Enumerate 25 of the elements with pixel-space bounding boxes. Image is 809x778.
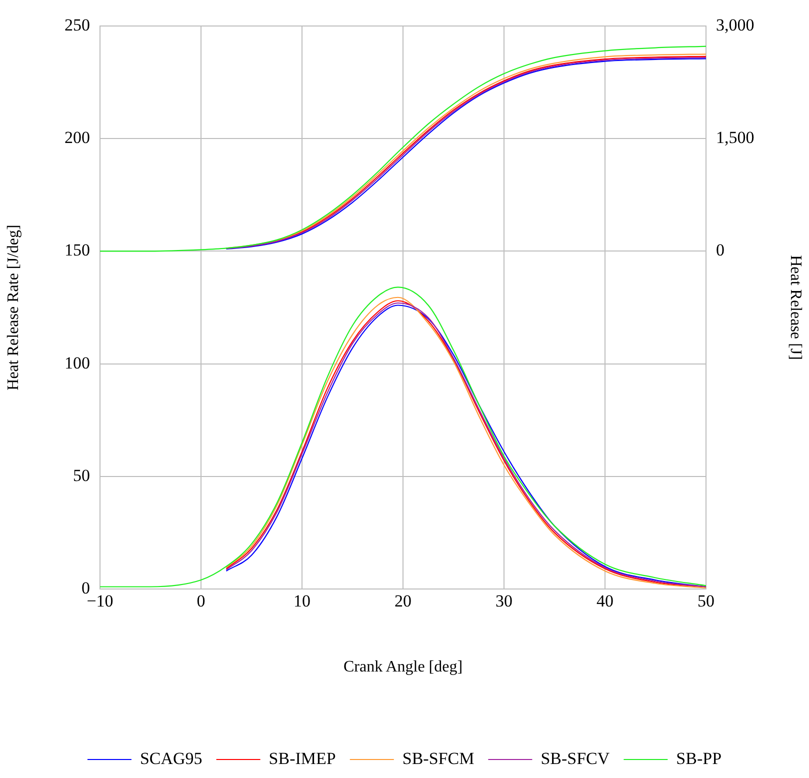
- y-tick-label: 50: [73, 466, 90, 485]
- x-tick-label: 40: [596, 592, 614, 611]
- legend-label: SCAG95: [140, 748, 202, 768]
- x-tick-label: 20: [394, 592, 412, 611]
- x-tick-label: 10: [294, 592, 310, 611]
- x-tick-label: 0: [196, 592, 206, 611]
- y-tick-label: 200: [64, 128, 90, 148]
- y-tick-label: 100: [64, 353, 90, 372]
- y-tick-label: 250: [64, 15, 90, 34]
- y2-tick-label: 3,000: [716, 15, 754, 34]
- x-tick-label: 50: [698, 592, 714, 611]
- y-tick-label: 0: [82, 578, 90, 598]
- x-tick-label: 30: [496, 592, 512, 611]
- x-axis-title: Crank Angle [deg]: [343, 658, 463, 676]
- legend-label: SB-IMEP: [268, 748, 336, 768]
- legend-label: SB-SFCV: [540, 748, 610, 768]
- legend-label: SB-PP: [676, 748, 722, 768]
- y2-axis-title: Heat Release [J]: [787, 255, 804, 360]
- y2-tick-label: 0: [716, 240, 724, 260]
- line-series: [100, 46, 706, 252]
- y2-tick-label: 1,500: [716, 128, 754, 148]
- line-series: [100, 286, 706, 588]
- legend-label: SB-SFCM: [402, 748, 474, 768]
- y-tick-label: 150: [64, 240, 90, 260]
- y-axis-title: Heat Release Rate [J/deg]: [4, 224, 22, 390]
